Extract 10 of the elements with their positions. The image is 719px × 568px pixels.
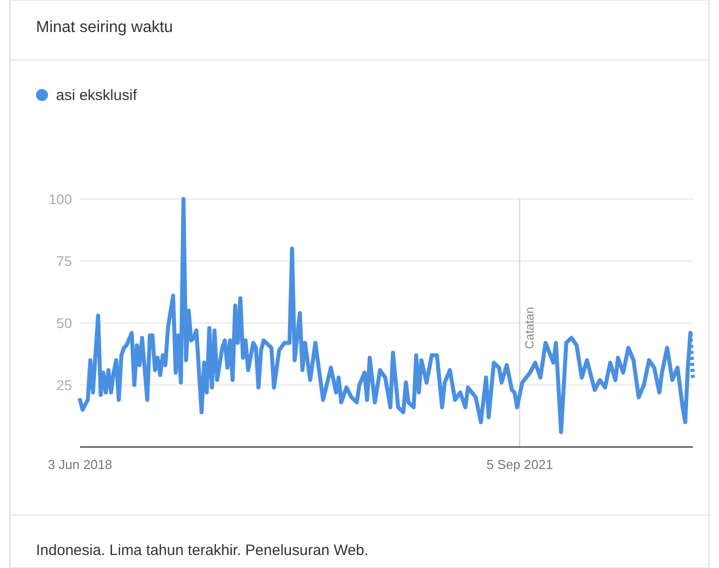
text: Indonesia. Lima tahun terakhir. Penelusuran Web.	[36, 542, 368, 559]
legend-label: asi eksklusif	[56, 87, 138, 104]
y-tick-label: 75	[56, 253, 72, 269]
chart-title: Minat seiring waktu	[36, 19, 173, 36]
y-tick-label: 100	[48, 191, 72, 207]
x-tick-label: 5 Sep 2021	[486, 457, 553, 472]
y-tick-label: 25	[56, 377, 72, 393]
y-tick-label: 50	[56, 315, 72, 331]
ref-line-label: Catatan	[522, 306, 537, 349]
x-tick-label: 3 Jun 2018	[48, 457, 112, 472]
